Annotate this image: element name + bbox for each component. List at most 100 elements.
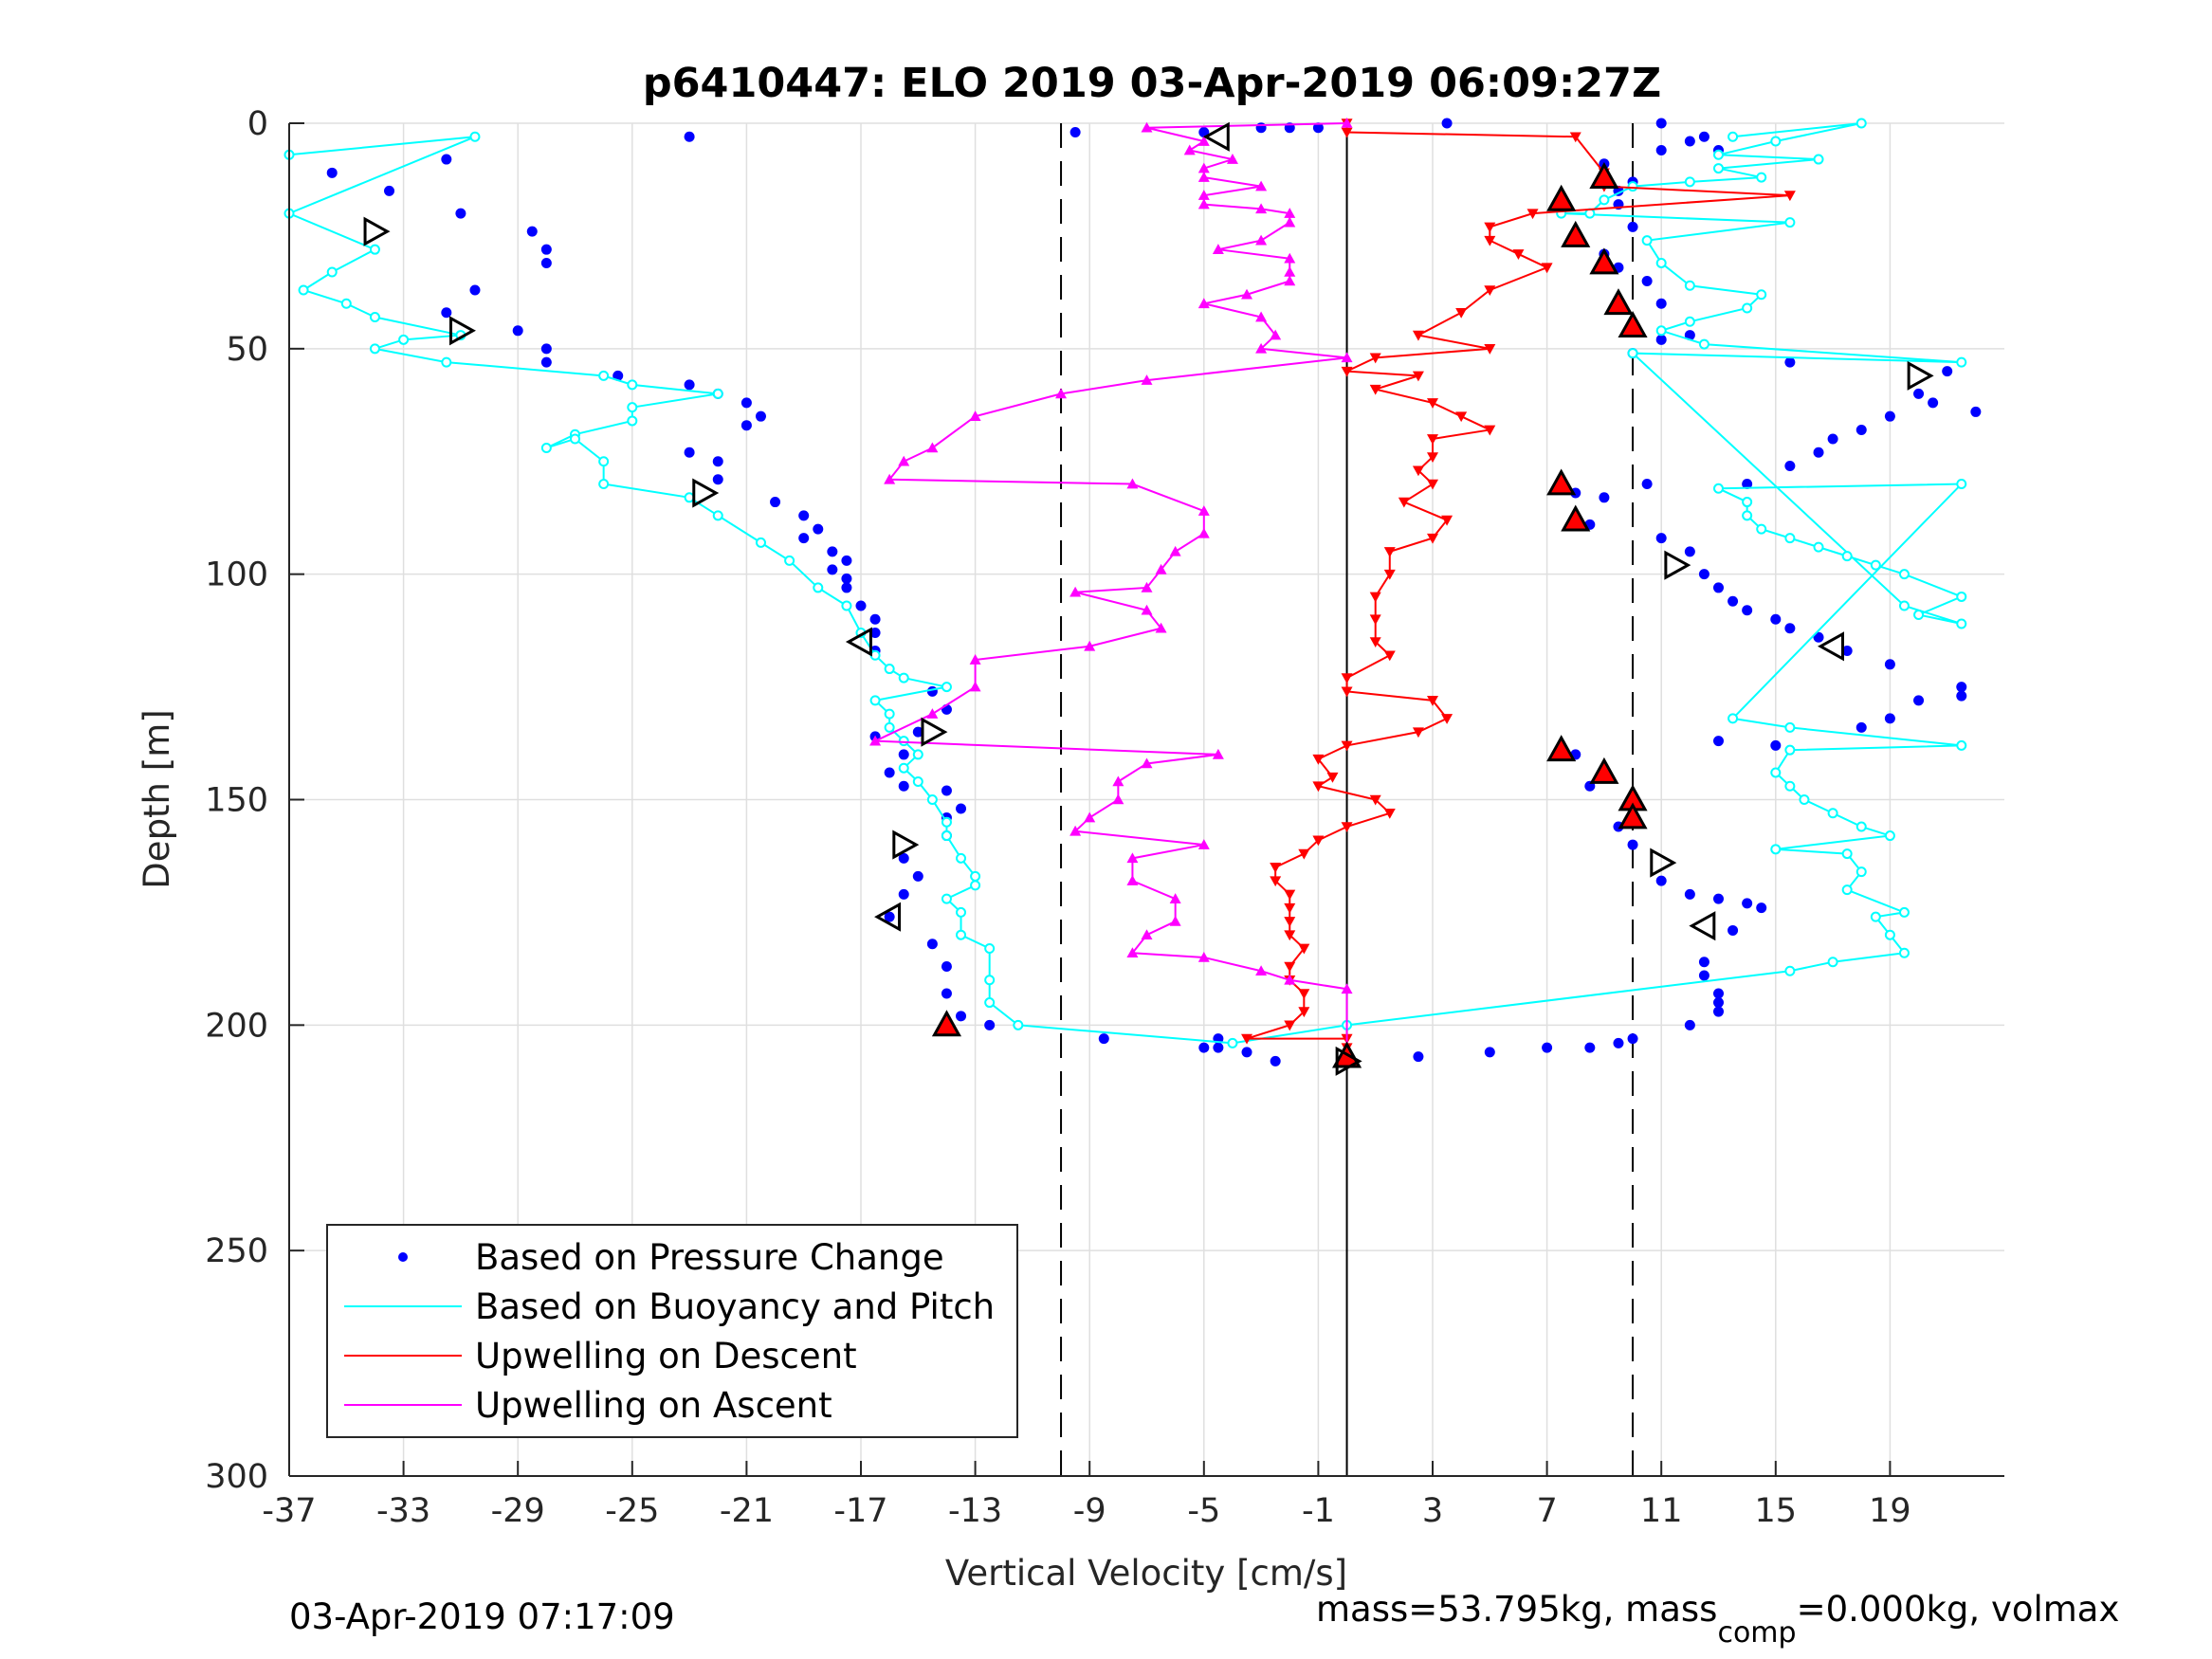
series-point: [1098, 1033, 1109, 1045]
x-tick-label: 3: [1422, 1492, 1443, 1530]
series-point: [884, 708, 895, 720]
series-point: [1841, 551, 1853, 562]
series-point: [898, 762, 909, 774]
series-point: [1126, 852, 1139, 864]
event-marker-left: [1818, 631, 1844, 662]
series-point: [1141, 121, 1153, 133]
series-point: [1698, 970, 1709, 981]
chart-title: p6410447: ELO 2019 03-Apr-2019 06:09:27Z: [643, 60, 1661, 107]
series-point: [884, 721, 895, 733]
series-point: [869, 613, 881, 625]
series-point: [1898, 600, 1910, 611]
series-point: [1569, 132, 1581, 143]
series-point: [298, 284, 309, 296]
event-marker-left: [874, 902, 902, 932]
series-point: [1627, 348, 1638, 359]
event-marker-up: [1561, 504, 1591, 532]
series-point: [1441, 515, 1453, 526]
legend-label: Upwelling on Descent: [475, 1336, 857, 1376]
series-point: [1255, 234, 1268, 246]
series-point: [1298, 989, 1310, 1000]
series-point: [1169, 915, 1181, 926]
event-marker-up: [1618, 802, 1648, 830]
series-point: [1698, 569, 1709, 580]
series-point: [627, 402, 638, 413]
series-point: [755, 410, 766, 422]
series-point: [1255, 965, 1268, 976]
series-point: [1655, 257, 1667, 268]
series-point: [455, 208, 466, 219]
footer-mass-part1: mass=53.795kg, mass: [1316, 1589, 1717, 1630]
series-point: [1197, 527, 1210, 538]
series-point: [1599, 194, 1610, 206]
y-axis-title: Depth [m]: [137, 709, 177, 888]
event-marker-up: [931, 1010, 961, 1037]
series-point: [1369, 794, 1381, 806]
series-point: [684, 447, 695, 458]
series-point: [1284, 265, 1296, 277]
series-point: [1284, 930, 1296, 941]
series-point: [398, 334, 410, 345]
series-point: [712, 456, 723, 467]
series-point: [1841, 848, 1853, 860]
series-point: [441, 154, 452, 165]
series-point: [684, 492, 695, 503]
series-point: [926, 794, 938, 805]
y-tick-label: 150: [205, 782, 268, 820]
series-point: [1284, 208, 1296, 218]
series-based-on-pressure-change: [326, 118, 1982, 1066]
series-point: [941, 682, 952, 693]
series-point: [369, 312, 380, 323]
series-point: [1484, 235, 1496, 246]
axes: -37 -33 -29 -25 -21 -17 -13 -9 -5 -1 3 7 11 15 1905010…: [205, 105, 2004, 1530]
series-point: [1956, 739, 1967, 751]
x-tick-label: 15: [1755, 1492, 1798, 1530]
series-point: [1341, 366, 1353, 377]
series-point: [1542, 1042, 1553, 1053]
series-point: [1369, 614, 1381, 626]
series-point: [1141, 604, 1153, 615]
series-point: [1813, 447, 1824, 458]
series-point: [926, 685, 938, 697]
event-marker-up: [1546, 184, 1577, 211]
series-point: [941, 785, 952, 796]
series-point: [1641, 235, 1653, 246]
series-point: [1155, 622, 1167, 633]
series-point: [598, 479, 610, 490]
series-point: [1813, 541, 1824, 553]
series-point: [1856, 866, 1867, 878]
series-point: [1956, 618, 1967, 629]
series-point: [1197, 951, 1210, 962]
series-point: [841, 582, 852, 593]
series-point: [1227, 1037, 1238, 1048]
x-tick-label: -29: [491, 1492, 545, 1530]
series-point: [1270, 1055, 1281, 1066]
event-marker-right: [892, 830, 920, 860]
series-point: [1270, 876, 1282, 887]
series-point: [1813, 631, 1824, 643]
series-point: [1684, 176, 1695, 188]
series-point: [1284, 917, 1296, 927]
series-point: [1541, 263, 1553, 274]
series-point: [1284, 974, 1296, 985]
series-point: [598, 370, 610, 381]
series-point: [469, 284, 481, 296]
series-point: [1427, 696, 1438, 706]
series-point: [941, 960, 952, 972]
series-point: [1255, 122, 1267, 134]
series-point: [1713, 582, 1724, 593]
series-point: [1197, 136, 1210, 146]
series-point: [612, 370, 624, 381]
series-point: [956, 803, 967, 814]
series-point: [1827, 808, 1838, 819]
series-point: [1913, 609, 1925, 620]
series-point: [1928, 397, 1939, 409]
series-point: [1284, 275, 1296, 286]
series-point: [1197, 162, 1210, 173]
series-point: [1599, 492, 1610, 503]
series-point: [969, 681, 981, 692]
series-point: [1784, 721, 1796, 733]
x-tick-label: -37: [262, 1492, 316, 1530]
x-tick-label: -9: [1073, 1492, 1106, 1530]
